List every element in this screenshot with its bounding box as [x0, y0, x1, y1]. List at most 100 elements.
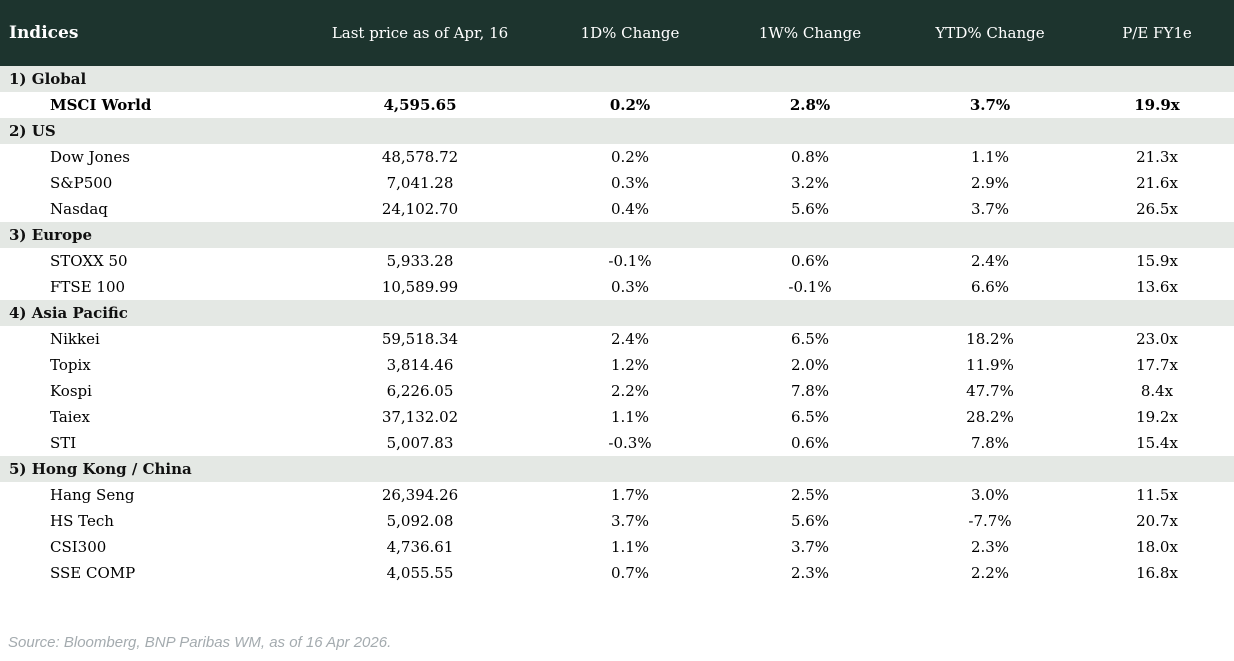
ytd-change-cell: 7.8% — [900, 430, 1080, 456]
index-name-cell: SSE COMP — [0, 560, 300, 586]
header-pe-fy1e: P/E FY1e — [1080, 0, 1234, 66]
table-row: HS Tech 5,092.08 3.7% 5.6% -7.7% 20.7x — [0, 508, 1234, 534]
table-row: CSI300 4,736.61 1.1% 3.7% 2.3% 18.0x — [0, 534, 1234, 560]
table-row: Nasdaq 24,102.70 0.4% 5.6% 3.7% 26.5x — [0, 196, 1234, 222]
pe-cell: 13.6x — [1080, 274, 1234, 300]
index-name-cell: FTSE 100 — [0, 274, 300, 300]
ytd-change-cell: 18.2% — [900, 326, 1080, 352]
table-row: Hang Seng 26,394.26 1.7% 2.5% 3.0% 11.5x — [0, 482, 1234, 508]
header-indices: Indices — [0, 0, 300, 66]
pe-cell: 19.2x — [1080, 404, 1234, 430]
pe-cell: 11.5x — [1080, 482, 1234, 508]
last-price-cell: 5,092.08 — [300, 508, 540, 534]
last-price-cell: 7,041.28 — [300, 170, 540, 196]
1w-change-cell: 0.6% — [720, 248, 900, 274]
last-price-cell: 4,736.61 — [300, 534, 540, 560]
table-row: Topix 3,814.46 1.2% 2.0% 11.9% 17.7x — [0, 352, 1234, 378]
1d-change-cell: 3.7% — [540, 508, 720, 534]
index-name-cell: Topix — [0, 352, 300, 378]
1w-change-cell: 6.5% — [720, 404, 900, 430]
index-name-cell: Hang Seng — [0, 482, 300, 508]
1d-change-cell: 2.4% — [540, 326, 720, 352]
index-name-cell: S&P500 — [0, 170, 300, 196]
section-label: 2) US — [0, 118, 1234, 144]
1d-change-cell: 0.7% — [540, 560, 720, 586]
ytd-change-cell: 2.2% — [900, 560, 1080, 586]
table-row: MSCI World 4,595.65 0.2% 2.8% 3.7% 19.9x — [0, 92, 1234, 118]
pe-cell: 21.6x — [1080, 170, 1234, 196]
1w-change-cell: 6.5% — [720, 326, 900, 352]
table-row: Nikkei 59,518.34 2.4% 6.5% 18.2% 23.0x — [0, 326, 1234, 352]
last-price-cell: 10,589.99 — [300, 274, 540, 300]
pe-cell: 20.7x — [1080, 508, 1234, 534]
ytd-change-cell: -7.7% — [900, 508, 1080, 534]
ytd-change-cell: 3.0% — [900, 482, 1080, 508]
index-name-cell: STOXX 50 — [0, 248, 300, 274]
section-header-row: 3) Europe — [0, 222, 1234, 248]
1w-change-cell: 0.8% — [720, 144, 900, 170]
header-1w-change: 1W% Change — [720, 0, 900, 66]
ytd-change-cell: 1.1% — [900, 144, 1080, 170]
1w-change-cell: 2.5% — [720, 482, 900, 508]
1d-change-cell: 0.2% — [540, 144, 720, 170]
index-name-cell: Taiex — [0, 404, 300, 430]
last-price-cell: 5,933.28 — [300, 248, 540, 274]
1d-change-cell: 0.3% — [540, 170, 720, 196]
1w-change-cell: 2.8% — [720, 92, 900, 118]
index-name-cell: Nikkei — [0, 326, 300, 352]
index-name-cell: HS Tech — [0, 508, 300, 534]
1w-change-cell: -0.1% — [720, 274, 900, 300]
1w-change-cell: 7.8% — [720, 378, 900, 404]
pe-cell: 21.3x — [1080, 144, 1234, 170]
1d-change-cell: 1.1% — [540, 534, 720, 560]
ytd-change-cell: 3.7% — [900, 196, 1080, 222]
table-row: FTSE 100 10,589.99 0.3% -0.1% 6.6% 13.6x — [0, 274, 1234, 300]
section-header-row: 5) Hong Kong / China — [0, 456, 1234, 482]
1d-change-cell: 0.4% — [540, 196, 720, 222]
1d-change-cell: 0.3% — [540, 274, 720, 300]
1w-change-cell: 5.6% — [720, 196, 900, 222]
1w-change-cell: 2.0% — [720, 352, 900, 378]
index-name-cell: Nasdaq — [0, 196, 300, 222]
pe-cell: 15.4x — [1080, 430, 1234, 456]
section-label: 4) Asia Pacific — [0, 300, 1234, 326]
table-row: Taiex 37,132.02 1.1% 6.5% 28.2% 19.2x — [0, 404, 1234, 430]
1w-change-cell: 3.2% — [720, 170, 900, 196]
1w-change-cell: 0.6% — [720, 430, 900, 456]
header-ytd-change: YTD% Change — [900, 0, 1080, 66]
section-header-row: 2) US — [0, 118, 1234, 144]
1d-change-cell: -0.1% — [540, 248, 720, 274]
index-name-cell: Dow Jones — [0, 144, 300, 170]
section-header-row: 1) Global — [0, 66, 1234, 92]
index-name-cell: MSCI World — [0, 92, 300, 118]
table-row: S&P500 7,041.28 0.3% 3.2% 2.9% 21.6x — [0, 170, 1234, 196]
1d-change-cell: 0.2% — [540, 92, 720, 118]
index-name-cell: STI — [0, 430, 300, 456]
ytd-change-cell: 6.6% — [900, 274, 1080, 300]
section-label: 5) Hong Kong / China — [0, 456, 1234, 482]
1w-change-cell: 2.3% — [720, 560, 900, 586]
1d-change-cell: -0.3% — [540, 430, 720, 456]
indices-table: Indices Last price as of Apr, 16 1D% Cha… — [0, 0, 1234, 586]
table-row: STI 5,007.83 -0.3% 0.6% 7.8% 15.4x — [0, 430, 1234, 456]
table-row: SSE COMP 4,055.55 0.7% 2.3% 2.2% 16.8x — [0, 560, 1234, 586]
header-last-price: Last price as of Apr, 16 — [300, 0, 540, 66]
last-price-cell: 5,007.83 — [300, 430, 540, 456]
1d-change-cell: 1.2% — [540, 352, 720, 378]
last-price-cell: 59,518.34 — [300, 326, 540, 352]
ytd-change-cell: 11.9% — [900, 352, 1080, 378]
pe-cell: 18.0x — [1080, 534, 1234, 560]
ytd-change-cell: 47.7% — [900, 378, 1080, 404]
last-price-cell: 4,055.55 — [300, 560, 540, 586]
pe-cell: 8.4x — [1080, 378, 1234, 404]
pe-cell: 23.0x — [1080, 326, 1234, 352]
last-price-cell: 4,595.65 — [300, 92, 540, 118]
1d-change-cell: 1.1% — [540, 404, 720, 430]
last-price-cell: 3,814.46 — [300, 352, 540, 378]
index-name-cell: Kospi — [0, 378, 300, 404]
table-row: Dow Jones 48,578.72 0.2% 0.8% 1.1% 21.3x — [0, 144, 1234, 170]
ytd-change-cell: 3.7% — [900, 92, 1080, 118]
last-price-cell: 26,394.26 — [300, 482, 540, 508]
table-row: Kospi 6,226.05 2.2% 7.8% 47.7% 8.4x — [0, 378, 1234, 404]
